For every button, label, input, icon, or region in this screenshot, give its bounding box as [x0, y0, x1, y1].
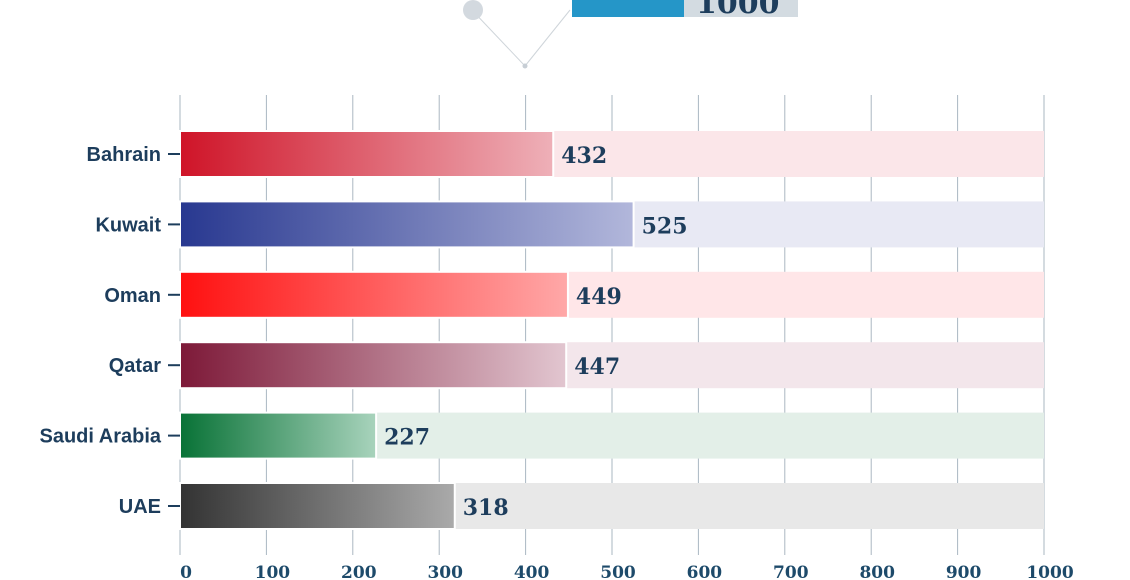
category-label: Qatar [109, 355, 161, 377]
decor-line [524, 9, 571, 67]
bar [179, 341, 568, 390]
decor-dot [522, 63, 528, 69]
value-label: 449 [576, 284, 622, 310]
category-label: Oman [104, 285, 161, 307]
header-value: 1000 [696, 0, 780, 17]
bar [179, 270, 569, 319]
x-tick-label: 1000 [1026, 563, 1073, 580]
category-label: Bahrain [87, 144, 161, 166]
bar [179, 482, 456, 530]
header-value-box: 1000 [684, 0, 798, 17]
header-blue-badge [572, 0, 684, 17]
decor-dot [463, 0, 483, 20]
category-label: Saudi Arabia [39, 426, 161, 448]
value-label: 447 [574, 354, 620, 380]
x-tick-label: 300 [427, 563, 463, 580]
x-tick-label: 600 [687, 563, 723, 580]
x-tick-label: 500 [600, 563, 636, 580]
x-tick-label: 900 [946, 563, 982, 580]
category-label: Kuwait [95, 214, 161, 236]
bar [179, 200, 635, 249]
bar [179, 411, 378, 460]
value-label: 227 [384, 425, 430, 451]
x-tick-label: 400 [514, 563, 550, 580]
x-tick-label: 100 [255, 563, 291, 580]
x-tick-label: 200 [341, 563, 377, 580]
value-label: 525 [642, 213, 688, 239]
value-label: 318 [463, 495, 509, 521]
category-label: UAE [119, 496, 161, 518]
x-tick-label: 700 [773, 563, 809, 580]
x-tick-label: 800 [859, 563, 895, 580]
bar [179, 130, 555, 178]
value-label: 432 [561, 143, 607, 169]
x-tick-label: 0 [180, 563, 192, 580]
